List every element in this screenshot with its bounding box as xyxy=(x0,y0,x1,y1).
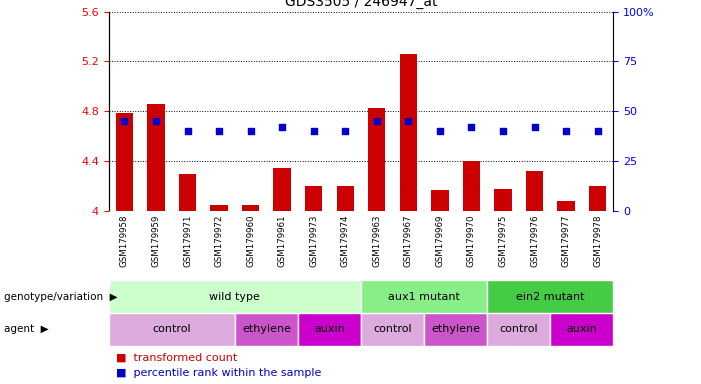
Bar xyxy=(116,113,133,211)
Point xyxy=(529,124,540,131)
Bar xyxy=(487,313,550,346)
Text: control: control xyxy=(152,324,191,334)
Text: auxin: auxin xyxy=(314,324,345,334)
Bar xyxy=(361,313,424,346)
Bar xyxy=(235,313,298,346)
Text: GSM179967: GSM179967 xyxy=(404,215,413,267)
Bar xyxy=(361,280,487,313)
Bar xyxy=(557,201,575,211)
Bar xyxy=(550,313,613,346)
Text: GSM179977: GSM179977 xyxy=(562,215,571,267)
Bar xyxy=(368,108,386,211)
Text: GSM179974: GSM179974 xyxy=(341,215,350,267)
Text: GSM179976: GSM179976 xyxy=(530,215,539,267)
Point xyxy=(561,128,572,134)
Point xyxy=(308,128,320,134)
Text: ein2 mutant: ein2 mutant xyxy=(516,291,585,302)
Bar xyxy=(179,174,196,211)
Text: GSM179971: GSM179971 xyxy=(183,215,192,267)
Text: GSM179961: GSM179961 xyxy=(278,215,287,267)
Text: GSM179959: GSM179959 xyxy=(151,215,161,267)
Point xyxy=(403,118,414,124)
Bar xyxy=(400,54,417,211)
Text: GSM179975: GSM179975 xyxy=(498,215,508,267)
Text: ethylene: ethylene xyxy=(431,324,480,334)
Text: agent  ▶: agent ▶ xyxy=(4,324,48,334)
Text: GSM179960: GSM179960 xyxy=(246,215,255,267)
Point xyxy=(245,128,257,134)
Text: aux1 mutant: aux1 mutant xyxy=(388,291,460,302)
Text: GSM179963: GSM179963 xyxy=(372,215,381,267)
Text: control: control xyxy=(499,324,538,334)
Text: wild type: wild type xyxy=(210,291,260,302)
Point xyxy=(340,128,351,134)
Bar xyxy=(298,313,361,346)
Bar xyxy=(109,280,361,313)
Point xyxy=(182,128,193,134)
Text: auxin: auxin xyxy=(566,324,597,334)
Bar xyxy=(589,186,606,211)
Bar xyxy=(336,186,354,211)
Bar xyxy=(305,186,322,211)
Text: genotype/variation  ▶: genotype/variation ▶ xyxy=(4,291,117,302)
Text: GSM179958: GSM179958 xyxy=(120,215,129,267)
Bar xyxy=(487,280,613,313)
Point xyxy=(466,124,477,131)
Point xyxy=(277,124,288,131)
Bar xyxy=(273,167,291,211)
Bar xyxy=(526,171,543,211)
Text: ■  percentile rank within the sample: ■ percentile rank within the sample xyxy=(116,368,321,378)
Point xyxy=(372,118,383,124)
Bar xyxy=(463,161,480,211)
Bar xyxy=(147,104,165,211)
Bar xyxy=(210,205,228,211)
Point xyxy=(151,118,162,124)
Text: ethylene: ethylene xyxy=(242,324,291,334)
Point xyxy=(119,118,130,124)
Text: ■  transformed count: ■ transformed count xyxy=(116,353,237,363)
Point xyxy=(498,128,509,134)
Text: control: control xyxy=(373,324,412,334)
Bar xyxy=(424,313,487,346)
Text: GSM179972: GSM179972 xyxy=(215,215,224,267)
Point xyxy=(435,128,446,134)
Bar xyxy=(431,190,449,211)
Text: GSM179973: GSM179973 xyxy=(309,215,318,267)
Text: GSM179969: GSM179969 xyxy=(435,215,444,267)
Text: GSM179978: GSM179978 xyxy=(593,215,602,267)
Point xyxy=(592,128,604,134)
Bar xyxy=(242,205,259,211)
Text: GSM179970: GSM179970 xyxy=(467,215,476,267)
Title: GDS3505 / 246947_at: GDS3505 / 246947_at xyxy=(285,0,437,9)
Bar xyxy=(109,313,235,346)
Bar xyxy=(494,189,512,211)
Point xyxy=(214,128,225,134)
